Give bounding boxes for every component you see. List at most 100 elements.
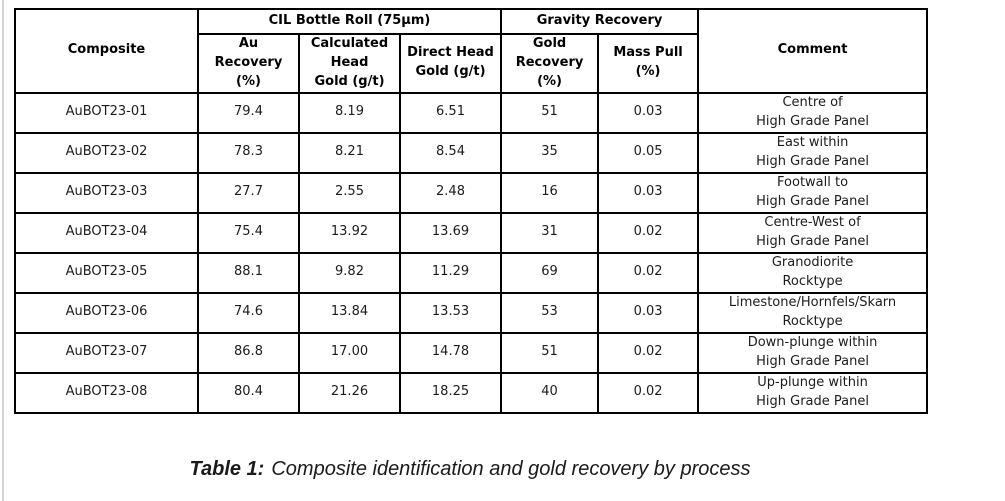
mass-pull-cell: 0.02: [597, 371, 700, 414]
header-line: (%): [635, 64, 661, 80]
au-recovery-cell: 86.8: [197, 331, 300, 374]
table-row: AuBOT23-01 79.4 8.19 6.51 51 0.03 Centre…: [14, 91, 929, 134]
table-row: AuBOT23-05 88.1 9.82 11.29 69 0.02 Grano…: [14, 251, 929, 294]
calculated-head-cell: 17.00: [298, 331, 401, 374]
header-group-cil-bottle-roll: CIL Bottle Roll (75µm): [196, 8, 503, 35]
composite-cell: AuBOT23-08: [14, 371, 199, 414]
col-header-comment: Comment: [697, 8, 929, 94]
comment-cell: Centre-West of High Grade Panel: [697, 211, 929, 254]
comment-line: Down-plunge within: [747, 334, 878, 350]
au-recovery-cell: 80.4: [197, 371, 300, 414]
header-line: Head: [330, 54, 369, 70]
comment-line: High Grade Panel: [756, 233, 869, 249]
au-recovery-cell: 74.6: [197, 291, 300, 334]
calculated-head-cell: 9.82: [298, 251, 401, 294]
comment-cell: Granodiorite Rocktype: [697, 251, 929, 294]
calculated-head-cell: 13.92: [298, 211, 401, 254]
calculated-head-cell: 8.21: [298, 131, 401, 174]
composite-recovery-table: Composite CIL Bottle Roll (75µm) Gravity…: [14, 8, 929, 414]
composite-cell: AuBOT23-06: [14, 291, 199, 334]
comment-line: Granodiorite: [771, 254, 854, 270]
gold-recovery-cell: 51: [500, 331, 600, 374]
gold-recovery-cell: 51: [500, 91, 600, 134]
mass-pull-cell: 0.02: [597, 211, 700, 254]
header-line: (%): [537, 73, 562, 89]
comment-line: High Grade Panel: [756, 153, 869, 169]
au-recovery-cell: 27.7: [197, 171, 300, 214]
au-recovery-cell: 79.4: [197, 91, 300, 134]
col-header-gold-recovery: Gold Recovery (%): [500, 33, 600, 94]
au-recovery-cell: 88.1: [197, 251, 300, 294]
gold-recovery-cell: 31: [500, 211, 600, 254]
table-row: AuBOT23-03 27.7 2.55 2.48 16 0.03 Footwa…: [14, 171, 929, 214]
gold-recovery-cell: 40: [500, 371, 600, 414]
composite-cell: AuBOT23-04: [14, 211, 199, 254]
composite-cell: AuBOT23-07: [14, 331, 199, 374]
composite-cell: AuBOT23-02: [14, 131, 199, 174]
direct-head-cell: 2.48: [398, 171, 503, 214]
header-line: Calculated: [310, 36, 389, 51]
calculated-head-cell: 8.19: [298, 91, 401, 134]
direct-head-cell: 18.25: [398, 371, 503, 414]
comment-cell: Up-plunge within High Grade Panel: [697, 371, 929, 414]
comment-line: Centre of: [782, 94, 843, 110]
direct-head-cell: 8.54: [398, 131, 503, 174]
comment-line: Rocktype: [782, 313, 843, 329]
direct-head-cell: 13.53: [398, 291, 503, 334]
mass-pull-cell: 0.03: [597, 291, 700, 334]
comment-cell: East within High Grade Panel: [697, 131, 929, 174]
header-columns-row: Au Recovery (%) Calculated Head Gold (g/…: [15, 33, 927, 94]
header-line: Gold: [532, 36, 567, 51]
composite-cell: AuBOT23-01: [14, 91, 199, 134]
header-group-row: Composite CIL Bottle Roll (75µm) Gravity…: [14, 8, 929, 94]
au-recovery-cell: 78.3: [197, 131, 300, 174]
table-row: AuBOT23-04 75.4 13.92 13.69 31 0.02 Cent…: [14, 211, 929, 254]
table-caption: Table 1: Composite identification and gol…: [14, 457, 926, 481]
gold-recovery-cell: 53: [500, 291, 600, 334]
header-line: Direct Head: [407, 45, 494, 61]
table-header: Composite CIL Bottle Roll (75µm) Gravity…: [14, 8, 929, 94]
gold-recovery-cell: 35: [500, 131, 600, 174]
comment-cell: Down-plunge within High Grade Panel: [697, 331, 929, 374]
table-row: AuBOT23-08 80.4 21.26 18.25 40 0.02 Up-p…: [14, 371, 929, 414]
col-header-calculated-head-gold: Calculated Head Gold (g/t): [298, 33, 401, 94]
gold-recovery-cell: 69: [500, 251, 600, 294]
composite-cell: AuBOT23-03: [14, 171, 199, 214]
comment-line: Up-plunge within: [757, 374, 868, 390]
header-line: Mass Pull: [613, 45, 683, 61]
header-line: (%): [236, 73, 261, 89]
direct-head-cell: 11.29: [398, 251, 503, 294]
table-row: AuBOT23-07 86.8 17.00 14.78 51 0.02 Down…: [14, 331, 929, 374]
comment-line: Rocktype: [782, 273, 843, 289]
mass-pull-cell: 0.02: [597, 251, 700, 294]
comment-line: Limestone/Hornfels/Skarn: [728, 294, 897, 310]
col-header-direct-head-gold: Direct Head Gold (g/t): [398, 33, 503, 94]
comment-line: Centre-West of: [764, 214, 861, 230]
mass-pull-cell: 0.05: [597, 131, 700, 174]
composite-cell: AuBOT23-05: [14, 251, 199, 294]
header-line: Au Recovery: [214, 36, 283, 70]
mass-pull-cell: 0.03: [597, 91, 700, 134]
col-header-composite: Composite: [14, 8, 199, 94]
calculated-head-cell: 13.84: [298, 291, 401, 334]
direct-head-cell: 14.78: [398, 331, 503, 374]
comment-cell: Limestone/Hornfels/Skarn Rocktype: [697, 291, 929, 334]
au-recovery-cell: 75.4: [197, 211, 300, 254]
header-line: Recovery: [515, 54, 584, 70]
header-line: Gold (g/t): [314, 73, 385, 89]
comment-cell: Footwall to High Grade Panel: [697, 171, 929, 214]
table-row: AuBOT23-06 74.6 13.84 13.53 53 0.03 Lime…: [14, 291, 929, 334]
header-line: Gold (g/t): [415, 64, 486, 80]
comment-line: High Grade Panel: [756, 193, 869, 209]
comment-line: Footwall to: [777, 174, 849, 190]
comment-line: High Grade Panel: [756, 393, 869, 409]
caption-label: Table 1:: [189, 458, 265, 480]
comment-line: East within: [776, 134, 849, 150]
col-header-au-recovery: Au Recovery (%): [197, 33, 300, 94]
direct-head-cell: 6.51: [398, 91, 503, 134]
page-edge-line: [2, 0, 4, 501]
gold-recovery-cell: 16: [500, 171, 600, 214]
direct-head-cell: 13.69: [398, 211, 503, 254]
caption-text: Composite identification and gold recove…: [271, 458, 751, 480]
